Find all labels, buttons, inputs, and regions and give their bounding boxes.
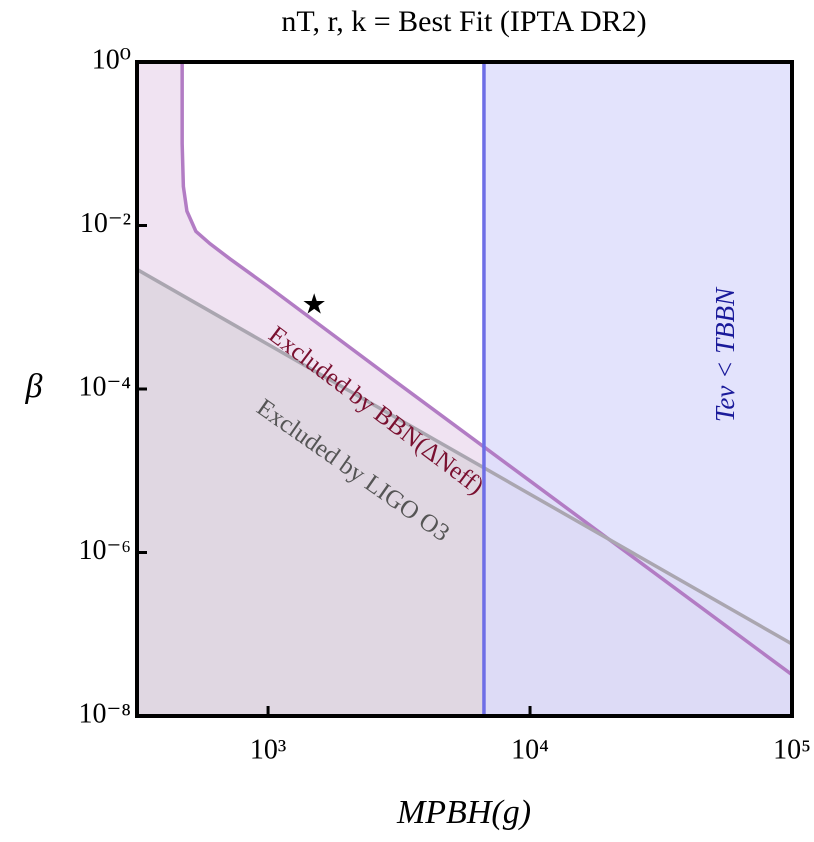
y-tick-label: 10⁻² — [80, 208, 131, 239]
x-tick-label: 10⁵ — [773, 734, 811, 765]
star-marker: ★ — [302, 290, 327, 321]
y-tick-label: 10⁻⁴ — [78, 371, 131, 402]
x-axis-label: MPBH(g) — [396, 794, 531, 831]
x-tick-label: 10³ — [250, 734, 286, 765]
chart-title: nT, r, k = Best Fit (IPTA DR2) — [281, 5, 646, 38]
bbn-temperature-region — [483, 62, 792, 716]
y-axis-label: β — [25, 368, 43, 405]
y-tick-label: 10⁻⁸ — [78, 698, 131, 729]
temperature-label: Tev < TBBN — [710, 286, 740, 422]
plot-area — [137, 62, 792, 716]
x-tick-label: 10⁴ — [511, 734, 549, 765]
series-line — [137, 267, 792, 646]
y-tick-label: 10⁻⁶ — [78, 535, 131, 566]
series-line — [180, 62, 792, 677]
y-tick-label: 10⁰ — [92, 44, 131, 75]
